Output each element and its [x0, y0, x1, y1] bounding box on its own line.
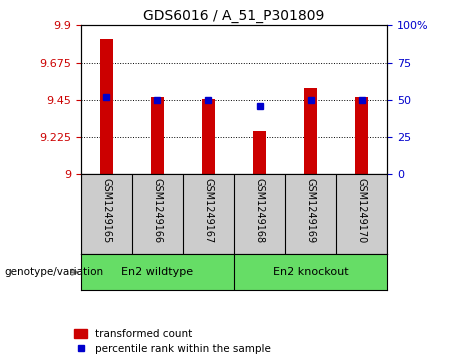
Title: GDS6016 / A_51_P301809: GDS6016 / A_51_P301809: [143, 9, 325, 23]
Text: GSM1249167: GSM1249167: [203, 178, 213, 244]
Text: genotype/variation: genotype/variation: [5, 267, 104, 277]
Bar: [100, 38, 112, 174]
Text: GSM1249168: GSM1249168: [254, 178, 265, 243]
Bar: [355, 97, 368, 174]
Bar: [151, 97, 164, 174]
Text: GSM1249169: GSM1249169: [306, 178, 316, 243]
Text: En2 knockout: En2 knockout: [273, 267, 349, 277]
Bar: [253, 131, 266, 174]
Bar: [202, 99, 215, 174]
Text: GSM1249165: GSM1249165: [101, 178, 111, 244]
Text: GSM1249170: GSM1249170: [357, 178, 366, 244]
Text: En2 wildtype: En2 wildtype: [121, 267, 193, 277]
Text: GSM1249166: GSM1249166: [152, 178, 162, 243]
Bar: [304, 88, 317, 174]
Legend: transformed count, percentile rank within the sample: transformed count, percentile rank withi…: [74, 329, 271, 354]
